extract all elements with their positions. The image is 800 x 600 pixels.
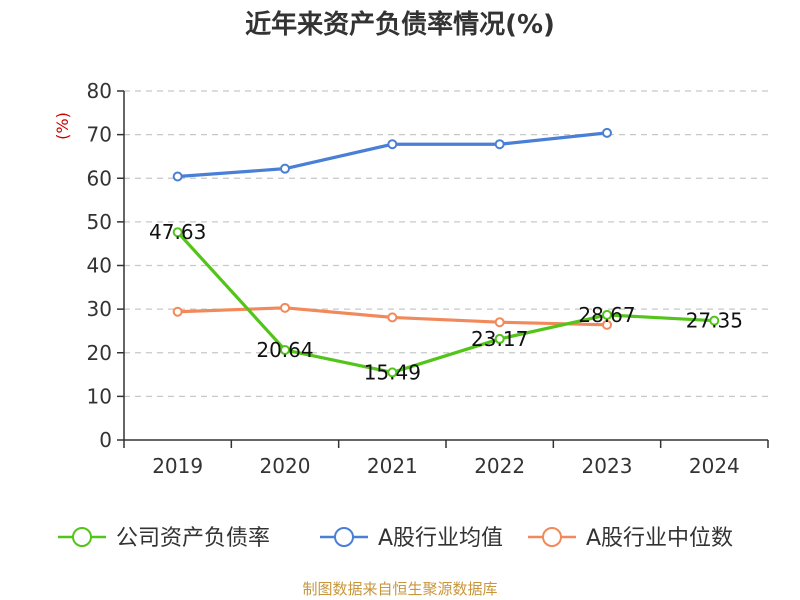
- y-tick-label: 30: [87, 297, 112, 321]
- data-label: 27.35: [686, 309, 743, 333]
- x-tick-label: 2024: [689, 454, 740, 478]
- y-tick-label: 40: [87, 254, 112, 278]
- series-line: [176, 231, 715, 375]
- y-axis-label: (%): [53, 112, 72, 140]
- y-tick-label: 20: [87, 341, 112, 365]
- legend-item: A股行业中位数: [528, 526, 733, 551]
- data-point: [387, 139, 398, 150]
- data-label: 28.67: [578, 303, 635, 327]
- data-label: 15.49: [364, 360, 421, 384]
- data-point: [280, 163, 290, 174]
- legend: 公司资产负债率 A股行业均值 A股行业中位数: [58, 526, 733, 551]
- chart-title: 近年来资产负债率情况(%): [245, 9, 555, 40]
- legend-marker: [542, 527, 562, 547]
- series-2: [172, 302, 612, 330]
- series-0: [172, 227, 720, 378]
- legend-item: 公司资产负债率: [58, 526, 270, 551]
- data-label: 23.17: [471, 327, 528, 351]
- y-tick-label: 60: [87, 166, 112, 190]
- x-tick-label: 2019: [152, 454, 203, 478]
- data-point: [494, 139, 505, 150]
- data-point: [602, 127, 612, 138]
- legend-label: 公司资产负债率: [116, 526, 270, 551]
- data-point: [172, 306, 183, 317]
- x-tick-label: 2020: [260, 454, 311, 478]
- data-point: [280, 344, 290, 355]
- data-labels: 47.63 20.64 15.49 23.17 28.67 27.35: [149, 220, 743, 384]
- data-point: [280, 302, 290, 313]
- source-note: 制图数据来自恒生聚源数据库: [302, 580, 497, 598]
- data-point: [494, 317, 505, 328]
- legend-label: A股行业均值: [378, 526, 503, 551]
- series-layer: [172, 127, 720, 378]
- y-tick-label: 80: [87, 79, 112, 103]
- data-point: [602, 309, 612, 320]
- data-point: [387, 367, 398, 378]
- y-tick-label: 70: [87, 123, 112, 147]
- x-tick-label: 2021: [367, 454, 418, 478]
- data-point: [494, 333, 505, 344]
- axes: 0 10 20 30 40 50 60 70 80 2019 2020 2021 2022 2023 202…: [87, 79, 769, 478]
- legend-label: A股行业中位数: [586, 526, 733, 551]
- data-label: 20.64: [256, 338, 313, 362]
- data-point: [172, 227, 183, 238]
- data-point: [172, 171, 183, 182]
- legend-marker: [334, 527, 354, 547]
- data-label: 47.63: [149, 220, 206, 244]
- data-point: [709, 315, 720, 326]
- x-tick-label: 2022: [474, 454, 525, 478]
- data-point: [602, 319, 612, 330]
- data-point: [387, 312, 398, 323]
- grid-lines: [124, 90, 768, 397]
- y-tick-label: 10: [87, 384, 112, 408]
- y-tick-label: 50: [87, 210, 112, 234]
- y-tick-label: 0: [99, 428, 112, 452]
- legend-marker: [72, 527, 92, 547]
- series-1: [172, 127, 612, 182]
- x-tick-label: 2023: [582, 454, 633, 478]
- legend-item: A股行业均值: [320, 526, 503, 551]
